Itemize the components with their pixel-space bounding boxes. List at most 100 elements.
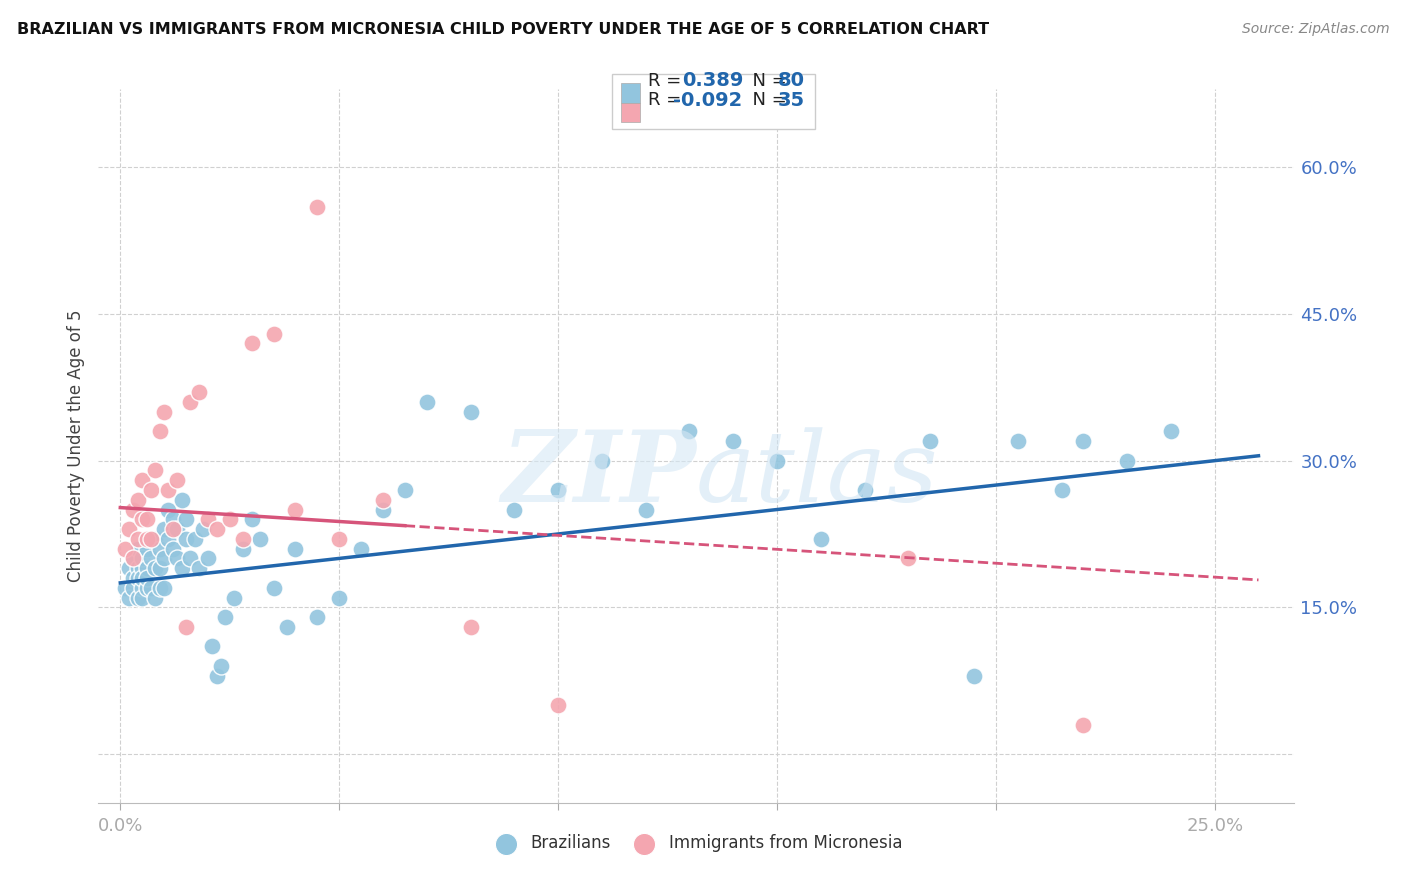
- Point: [166, 551, 188, 566]
- Point: [157, 532, 180, 546]
- Point: [1160, 425, 1182, 439]
- Point: [149, 561, 172, 575]
- Point: [853, 483, 876, 497]
- Point: [197, 512, 219, 526]
- Point: [118, 561, 141, 575]
- Point: [766, 453, 789, 467]
- Point: [143, 591, 166, 605]
- Point: [328, 591, 350, 605]
- Text: BRAZILIAN VS IMMIGRANTS FROM MICRONESIA CHILD POVERTY UNDER THE AGE OF 5 CORRELA: BRAZILIAN VS IMMIGRANTS FROM MICRONESIA …: [17, 22, 988, 37]
- Point: [328, 532, 350, 546]
- Point: [131, 591, 153, 605]
- Text: -0.092: -0.092: [673, 91, 742, 110]
- Point: [153, 405, 176, 419]
- Point: [394, 483, 416, 497]
- Text: atlas: atlas: [696, 427, 939, 522]
- Point: [114, 581, 136, 595]
- Point: [232, 532, 254, 546]
- Point: [131, 571, 153, 585]
- Point: [127, 541, 149, 556]
- Point: [963, 669, 986, 683]
- Point: [591, 453, 613, 467]
- Point: [157, 502, 180, 516]
- Point: [240, 336, 263, 351]
- Point: [1073, 434, 1095, 449]
- Text: Source: ZipAtlas.com: Source: ZipAtlas.com: [1241, 22, 1389, 37]
- Point: [214, 610, 236, 624]
- Point: [127, 492, 149, 507]
- Point: [263, 581, 285, 595]
- Text: R =: R =: [648, 71, 693, 90]
- Point: [460, 620, 482, 634]
- Point: [197, 551, 219, 566]
- Point: [135, 532, 157, 546]
- Point: [179, 395, 201, 409]
- Point: [284, 541, 307, 556]
- Point: [416, 395, 439, 409]
- Point: [131, 551, 153, 566]
- Point: [135, 581, 157, 595]
- Point: [122, 551, 145, 566]
- Point: [678, 425, 700, 439]
- Point: [371, 492, 394, 507]
- Text: 0.389: 0.389: [682, 71, 744, 90]
- Point: [127, 532, 149, 546]
- Point: [122, 581, 145, 595]
- Point: [174, 512, 197, 526]
- Point: [503, 502, 526, 516]
- Point: [371, 502, 394, 516]
- Point: [131, 561, 153, 575]
- Point: [131, 473, 153, 487]
- Point: [162, 541, 184, 556]
- Point: [634, 502, 657, 516]
- Point: [188, 561, 211, 575]
- Point: [240, 512, 263, 526]
- Point: [166, 473, 188, 487]
- Point: [127, 591, 149, 605]
- Point: [131, 581, 153, 595]
- Point: [149, 581, 172, 595]
- Point: [139, 581, 162, 595]
- Point: [153, 581, 176, 595]
- Point: [143, 561, 166, 575]
- Point: [179, 551, 201, 566]
- Point: [263, 326, 285, 341]
- Point: [114, 541, 136, 556]
- Point: [218, 512, 240, 526]
- Point: [193, 522, 215, 536]
- Point: [162, 522, 184, 536]
- Point: [1007, 434, 1029, 449]
- Point: [547, 698, 569, 712]
- Point: [1116, 453, 1139, 467]
- Point: [249, 532, 271, 546]
- Point: [118, 591, 141, 605]
- Point: [721, 434, 744, 449]
- Point: [897, 551, 920, 566]
- Point: [209, 659, 232, 673]
- Point: [810, 532, 832, 546]
- Point: [307, 610, 329, 624]
- Point: [135, 541, 157, 556]
- Text: 80: 80: [778, 71, 804, 90]
- Point: [143, 463, 166, 477]
- Point: [350, 541, 373, 556]
- Point: [170, 492, 193, 507]
- Point: [139, 483, 162, 497]
- Text: 35: 35: [778, 91, 804, 110]
- Text: R =: R =: [648, 91, 688, 110]
- Point: [183, 532, 205, 546]
- Point: [153, 551, 176, 566]
- Point: [307, 200, 329, 214]
- Point: [139, 532, 162, 546]
- Point: [205, 522, 228, 536]
- Point: [139, 532, 162, 546]
- Text: N =: N =: [741, 71, 793, 90]
- Point: [149, 541, 172, 556]
- Point: [122, 502, 145, 516]
- Point: [224, 591, 246, 605]
- Text: ZIP: ZIP: [501, 426, 696, 523]
- Point: [276, 620, 298, 634]
- Y-axis label: Child Poverty Under the Age of 5: Child Poverty Under the Age of 5: [66, 310, 84, 582]
- Point: [205, 669, 228, 683]
- Point: [118, 522, 141, 536]
